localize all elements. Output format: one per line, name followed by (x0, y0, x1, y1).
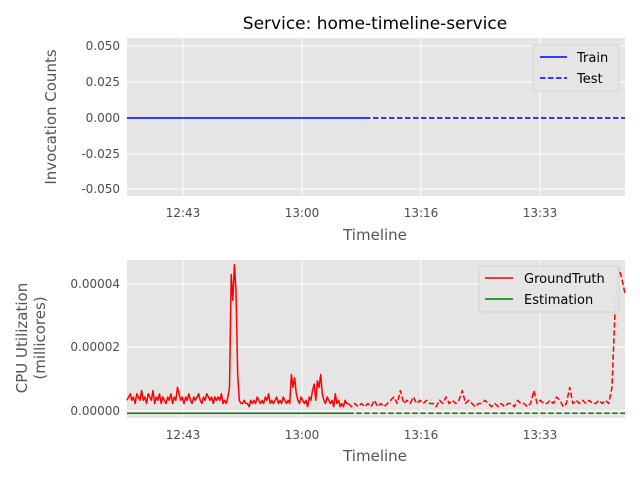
x-ticks-bottom: 12:43 13:00 13:16 13:33 (166, 428, 558, 442)
y-axis-label-line2: (millicores) (31, 296, 49, 379)
x-axis-label: Timeline (342, 447, 407, 465)
y-tick-label: 0.050 (86, 39, 120, 53)
y-tick-label: 0.025 (86, 75, 120, 89)
legend-box (478, 265, 620, 313)
legend-top: Train Test (532, 44, 620, 92)
x-tick-label: 13:00 (285, 206, 320, 220)
chart-title: Service: home-timeline-service (243, 14, 507, 34)
y-ticks-bottom: 0.00004 0.00002 0.00000 (70, 277, 120, 418)
x-tick-label: 13:00 (285, 428, 320, 442)
y-axis-label-group: CPU Utilization (millicores) (13, 283, 49, 393)
series-bottom (126, 264, 626, 414)
y-tick-label: 0.000 (86, 111, 120, 125)
y-ticks-top: 0.050 0.025 0.000 -0.025 -0.050 (81, 39, 120, 196)
series-groundtruth-dashed-line (347, 267, 626, 408)
x-tick-label: 12:43 (166, 206, 201, 220)
y-axis-label: Invocation Counts (42, 49, 60, 184)
legend-label-estimation: Estimation (524, 293, 593, 308)
series-groundtruth-solid-line (126, 264, 349, 408)
y-axis-label-line1: CPU Utilization (13, 283, 31, 393)
y-tick-label: 0.00004 (70, 277, 120, 291)
chart-bottom: 0.00004 0.00002 0.00000 12:43 13:00 13:1… (13, 260, 626, 465)
legend-label-test: Test (576, 72, 603, 87)
x-axis-label: Timeline (342, 226, 407, 244)
y-tick-label: 0.00002 (70, 340, 120, 354)
legend-bottom: GroundTruth Estimation (478, 265, 620, 313)
x-tick-label: 13:33 (523, 206, 558, 220)
x-tick-label: 12:43 (166, 428, 201, 442)
y-tick-label: -0.050 (81, 182, 120, 196)
y-tick-label: 0.00000 (70, 404, 120, 418)
legend-label-train: Train (576, 51, 608, 66)
y-tick-label: -0.025 (81, 147, 120, 161)
x-tick-label: 13:16 (404, 428, 439, 442)
x-tick-label: 13:33 (523, 428, 558, 442)
x-tick-label: 13:16 (404, 206, 439, 220)
chart-top: Service: home-timeline-service 0.050 0.0… (42, 14, 625, 244)
legend-label-groundtruth: GroundTruth (524, 272, 605, 287)
x-ticks-top: 12:43 13:00 13:16 13:33 (166, 206, 558, 220)
